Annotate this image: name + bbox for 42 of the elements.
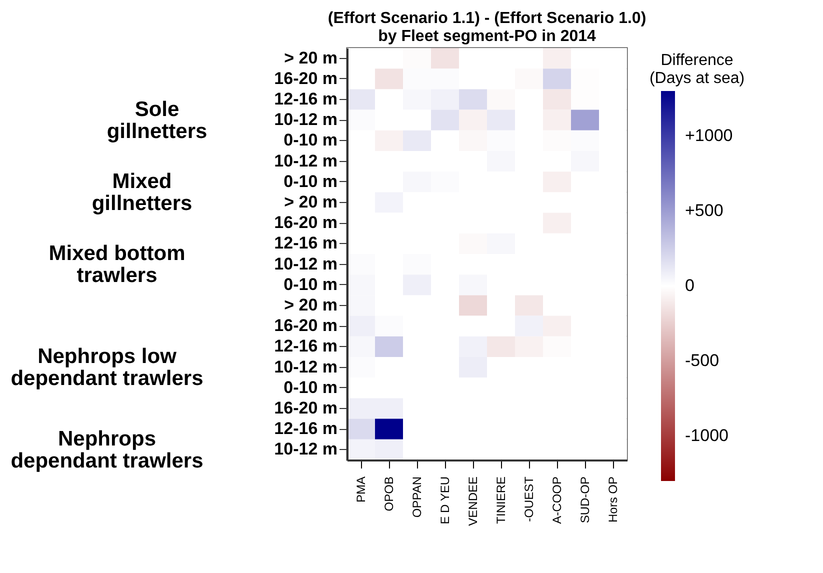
text: Sole gillnetters (106, 98, 208, 143)
x-tick-label: VENDEE (466, 476, 480, 526)
x-tick-label: SUD-OP (578, 476, 592, 524)
y-tick-label: 10-12 m (274, 254, 338, 274)
y-tick-label: 12-16 m (274, 234, 338, 253)
y-tick-label: 16-20 m (274, 213, 338, 232)
y-tick-label: > 20 m (284, 296, 338, 314)
y-tick-label: 12-16 m (274, 419, 338, 438)
color-bar-label: +500 (685, 201, 724, 220)
y-tick-label: 0-10 m (284, 172, 338, 191)
y-tick-label: 16-20 m (274, 398, 338, 418)
y-tick-label: 16-20 m (274, 316, 338, 336)
text: Mixed gillnetters (92, 170, 192, 215)
x-tick-label: OPOB (382, 476, 396, 512)
y-tick-label: 10-12 m (274, 440, 338, 459)
y-tick-label: 12-16 m (274, 90, 338, 108)
y-tick-label: 0-10 m (284, 378, 338, 397)
y-tick-label: 10-12 m (274, 151, 338, 170)
x-tick-label: OPPAN (410, 476, 424, 518)
color-bar-label: -1000 (685, 426, 728, 445)
chart-title: (Effort Scenario 1.1) - (Effort Scenario 1.0) by Fleet segment-PO in 2014 (328, 10, 646, 45)
text: Nephrops dependant trawlers (10, 427, 204, 472)
x-tick-label: -OUEST (522, 476, 536, 522)
y-tick-label: > 20 m (284, 48, 338, 68)
color-bar-label: +1000 (685, 126, 733, 145)
color-bar-label: -500 (685, 351, 720, 370)
color-bar-label: 0 (685, 276, 694, 295)
text: Nephrops low dependant trawlers (10, 345, 204, 390)
color-bar-title: Difference (Days at sea) (649, 52, 745, 87)
y-tick-label: 10-12 m (274, 357, 338, 376)
y-tick-label: 0-10 m (284, 274, 338, 294)
x-tick-label: TINIERE (494, 476, 508, 524)
y-tick-label: 0-10 m (284, 130, 338, 150)
y-tick-label: 10-12 m (274, 110, 338, 130)
y-tick-label: > 20 m (284, 192, 338, 212)
x-tick-label: A-COOP (550, 476, 564, 524)
x-tick-label: PMA (354, 476, 368, 503)
x-tick-label: Hors OP (606, 476, 620, 523)
y-tick-label: 12-16 m (274, 336, 338, 356)
y-tick-label: 16-20 m (274, 68, 338, 88)
text: Mixed bottom trawlers (48, 242, 186, 287)
x-tick-label: E D YEU (438, 476, 452, 524)
